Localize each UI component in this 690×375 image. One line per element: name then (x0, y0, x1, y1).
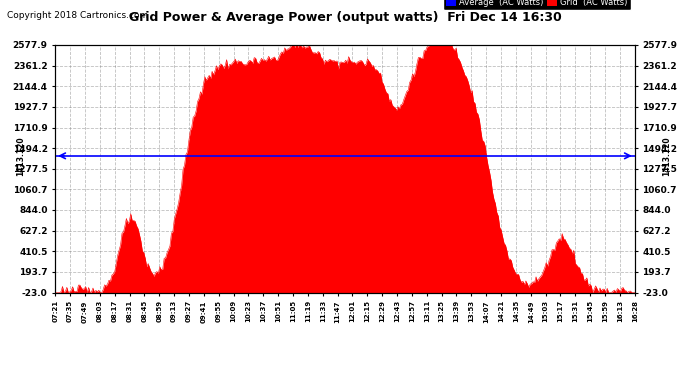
Text: Copyright 2018 Cartronics.com: Copyright 2018 Cartronics.com (7, 11, 148, 20)
Text: 1413.120: 1413.120 (16, 136, 25, 176)
Text: Grid Power & Average Power (output watts)  Fri Dec 14 16:30: Grid Power & Average Power (output watts… (128, 11, 562, 24)
Text: 1413.120: 1413.120 (662, 136, 671, 176)
Legend: Average  (AC Watts), Grid  (AC Watts): Average (AC Watts), Grid (AC Watts) (443, 0, 631, 10)
